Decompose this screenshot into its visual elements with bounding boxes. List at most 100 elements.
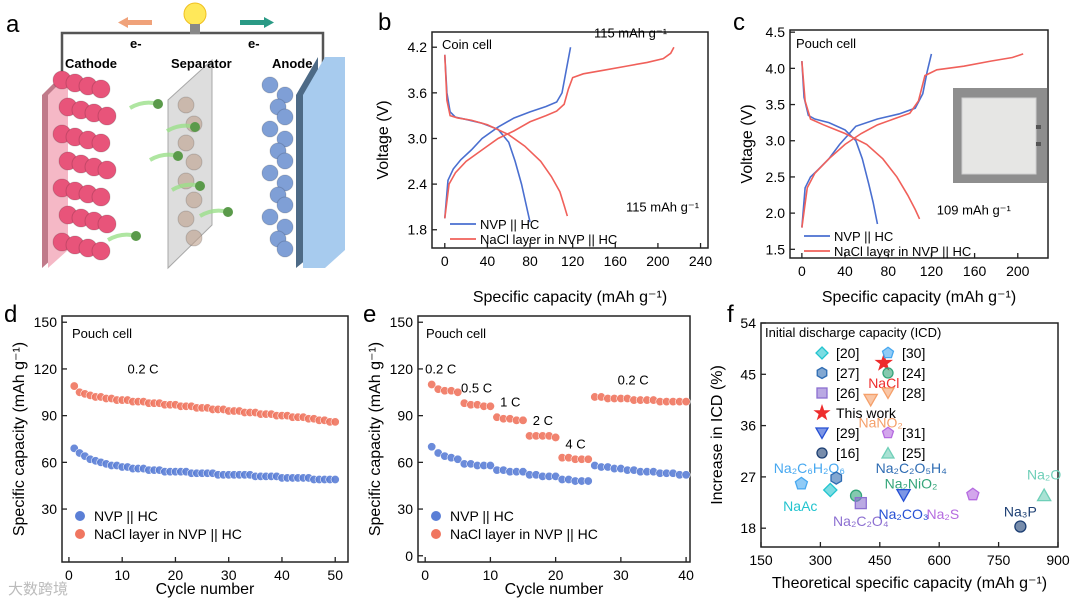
particle bbox=[276, 86, 294, 104]
sodium-ion bbox=[153, 99, 163, 109]
y-tick-label: 60 bbox=[397, 454, 413, 470]
annotation: 0.2 C bbox=[425, 362, 456, 377]
legend-label: [16] bbox=[836, 445, 859, 461]
particle bbox=[97, 214, 117, 234]
plot-frame bbox=[61, 315, 349, 563]
x-tick-label: 50 bbox=[327, 567, 343, 583]
y-axis-label: Specific capacity (mAh g⁻¹) bbox=[11, 342, 28, 536]
cathode-label: Cathode bbox=[65, 56, 117, 71]
series-line bbox=[801, 53, 933, 228]
panel-letter-d: d bbox=[4, 301, 17, 328]
electron-label-left: e- bbox=[130, 36, 142, 51]
x-tick-label: 10 bbox=[114, 567, 130, 583]
data-point bbox=[330, 474, 340, 484]
legend-marker bbox=[816, 366, 828, 380]
legend-marker bbox=[431, 511, 441, 521]
y-tick-label: 2.0 bbox=[766, 205, 786, 221]
legend-label: [27] bbox=[836, 365, 859, 381]
plot-frame bbox=[760, 322, 1059, 548]
sodium-ion bbox=[190, 122, 200, 132]
y-tick-label: 120 bbox=[34, 361, 58, 377]
legend-label: NVP || HC bbox=[94, 508, 158, 524]
data-point bbox=[583, 454, 593, 464]
particle bbox=[276, 130, 294, 148]
legend-marker bbox=[814, 427, 830, 440]
y-tick-label: 45 bbox=[740, 366, 756, 382]
anode-plate bbox=[303, 57, 345, 268]
panel-letter-f: f bbox=[727, 301, 734, 328]
particle bbox=[177, 210, 195, 228]
particle bbox=[185, 191, 203, 209]
arrow-right-icon bbox=[240, 17, 274, 28]
point-label: Na₂S bbox=[927, 506, 960, 522]
data-point bbox=[583, 476, 593, 486]
x-tick-label: 40 bbox=[480, 253, 496, 269]
particle bbox=[91, 79, 111, 99]
y-axis-label: Increase in ICD (%) bbox=[709, 365, 726, 505]
particle bbox=[276, 218, 294, 236]
legend-marker bbox=[881, 426, 895, 439]
y-tick-label: 54 bbox=[740, 315, 756, 331]
data-point bbox=[453, 454, 463, 464]
plot-frame bbox=[789, 29, 1049, 259]
data-point bbox=[427, 380, 437, 390]
y-tick-label: 150 bbox=[390, 314, 414, 330]
legend-label: [28] bbox=[902, 385, 925, 401]
y-tick-label: 0 bbox=[405, 548, 413, 564]
legend-label: [31] bbox=[902, 425, 925, 441]
point-label: Na₂NiO₂ bbox=[885, 476, 938, 492]
separator-label: Separator bbox=[171, 56, 232, 71]
data-point bbox=[895, 488, 912, 503]
data-point bbox=[453, 387, 463, 397]
y-tick-label: 4.2 bbox=[408, 39, 428, 55]
legend-label: This work bbox=[836, 405, 897, 421]
x-tick-label: 600 bbox=[928, 552, 952, 568]
legend-marker bbox=[880, 387, 896, 400]
y-tick-label: 90 bbox=[397, 408, 413, 424]
particle bbox=[276, 108, 294, 126]
legend-marker bbox=[815, 346, 829, 360]
annotation: 0.5 C bbox=[461, 380, 492, 395]
legend-label: [20] bbox=[836, 345, 859, 361]
particle bbox=[91, 241, 111, 261]
data-point bbox=[966, 487, 980, 501]
data-point bbox=[69, 381, 79, 391]
x-tick-label: 150 bbox=[749, 552, 773, 568]
legend-marker bbox=[816, 447, 828, 459]
legend-label: NVP || HC bbox=[480, 217, 539, 232]
y-tick-label: 1.8 bbox=[408, 222, 428, 238]
legend-label: NaCl layer in NVP || HC bbox=[480, 232, 617, 247]
panel-letter-c: c bbox=[733, 9, 745, 36]
legend-label: [29] bbox=[836, 425, 859, 441]
x-tick-label: 160 bbox=[963, 263, 987, 279]
point-label: Na₂C₂O₄ bbox=[833, 513, 889, 529]
y-tick-label: 30 bbox=[397, 501, 413, 517]
x-tick-label: 750 bbox=[987, 552, 1011, 568]
x-tick-label: 10 bbox=[483, 567, 499, 583]
anode-particles bbox=[261, 76, 294, 258]
particle bbox=[276, 152, 294, 170]
plot-frame bbox=[431, 31, 709, 249]
y-tick-label: 27 bbox=[740, 469, 756, 485]
y-tick-label: 3.0 bbox=[408, 130, 428, 146]
x-axis-label: Theoretical specific capacity (mAh g⁻¹) bbox=[772, 575, 1047, 592]
x-tick-label: 160 bbox=[604, 253, 628, 269]
y-tick-label: 2.4 bbox=[408, 176, 428, 192]
x-tick-label: 40 bbox=[274, 567, 290, 583]
battery-schematic: e- e- Cathode Separator Anode bbox=[42, 2, 345, 270]
legend-label: NaCl layer in NVP || HC bbox=[834, 244, 971, 259]
y-tick-label: 4.5 bbox=[766, 24, 786, 40]
series-line bbox=[443, 54, 569, 217]
y-tick-label: 30 bbox=[41, 501, 57, 517]
panel-letter-b: b bbox=[378, 9, 391, 36]
sodium-ion bbox=[173, 151, 183, 161]
chart-title: Pouch cell bbox=[426, 326, 486, 341]
particle bbox=[97, 106, 117, 126]
data-point bbox=[681, 470, 691, 480]
y-tick-label: 120 bbox=[390, 361, 414, 377]
particle bbox=[261, 164, 279, 182]
legend-marker bbox=[816, 387, 828, 399]
x-axis-label: Cycle number bbox=[505, 581, 604, 598]
electron-label-right: e- bbox=[248, 36, 260, 51]
y-tick-label: 150 bbox=[34, 314, 58, 330]
